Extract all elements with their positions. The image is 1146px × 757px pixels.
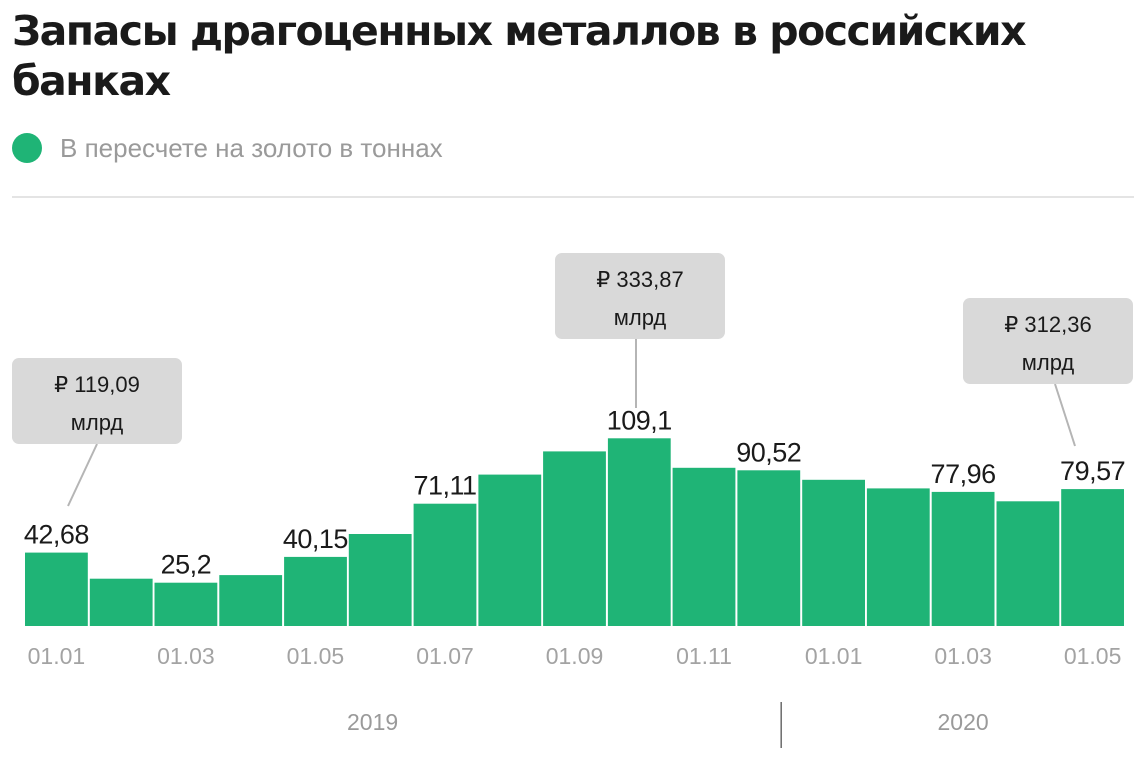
callout-unit: млрд [614, 305, 667, 330]
bar [219, 575, 283, 626]
bar [284, 556, 347, 626]
divider [12, 196, 1134, 198]
data-label: 42,68 [24, 520, 89, 550]
bar [25, 552, 88, 626]
bar [413, 503, 477, 626]
data-label: 40,15 [283, 524, 348, 554]
bar [1061, 489, 1124, 626]
legend-dot [12, 133, 42, 163]
x-tick-label: 01.11 [676, 643, 732, 669]
callout-unit: млрд [1022, 350, 1075, 375]
bar [478, 474, 542, 626]
x-tick-label: 01.01 [805, 643, 863, 669]
x-tick-label: 01.03 [934, 643, 992, 669]
x-tick-label: 01.07 [416, 643, 474, 669]
legend: В пересчете на золото в тоннах [12, 128, 443, 168]
callout-box [12, 358, 182, 444]
x-tick-label: 01.01 [28, 643, 86, 669]
x-tick-label: 01.09 [546, 643, 604, 669]
callout-amount: ₽ 119,09 [54, 372, 140, 397]
data-label: 79,57 [1060, 456, 1125, 486]
x-tick-label: 01.05 [1064, 643, 1122, 669]
bar [737, 470, 801, 626]
callout-unit: млрд [71, 410, 124, 435]
year-label: 2019 [347, 709, 398, 735]
bar [543, 451, 606, 626]
data-label: 71,11 [413, 471, 476, 501]
bar [348, 534, 412, 626]
data-label: 77,96 [931, 459, 996, 489]
legend-label: В пересчете на золото в тоннах [60, 132, 443, 163]
bar [866, 488, 930, 626]
callout-line [1054, 383, 1076, 447]
bar [89, 578, 153, 626]
data-label: 90,52 [736, 437, 801, 467]
callout-amount: ₽ 333,87 [596, 267, 683, 292]
data-label: 109,1 [607, 405, 672, 435]
year-label: 2020 [938, 709, 989, 735]
bar [672, 467, 736, 626]
bar [996, 501, 1060, 626]
bar [607, 438, 671, 626]
callout-amount: ₽ 312,36 [1004, 312, 1091, 337]
callout-box [963, 298, 1133, 384]
x-tick-label: 01.03 [157, 643, 215, 669]
data-label: 25,2 [161, 550, 212, 580]
bar [154, 582, 218, 626]
callout-line [67, 443, 98, 507]
callout-box [555, 253, 725, 339]
bar [802, 479, 865, 626]
x-tick-label: 01.05 [287, 643, 345, 669]
bar [931, 491, 995, 626]
chart-title: Запасы драгоценных металлов в российских… [12, 7, 1027, 105]
